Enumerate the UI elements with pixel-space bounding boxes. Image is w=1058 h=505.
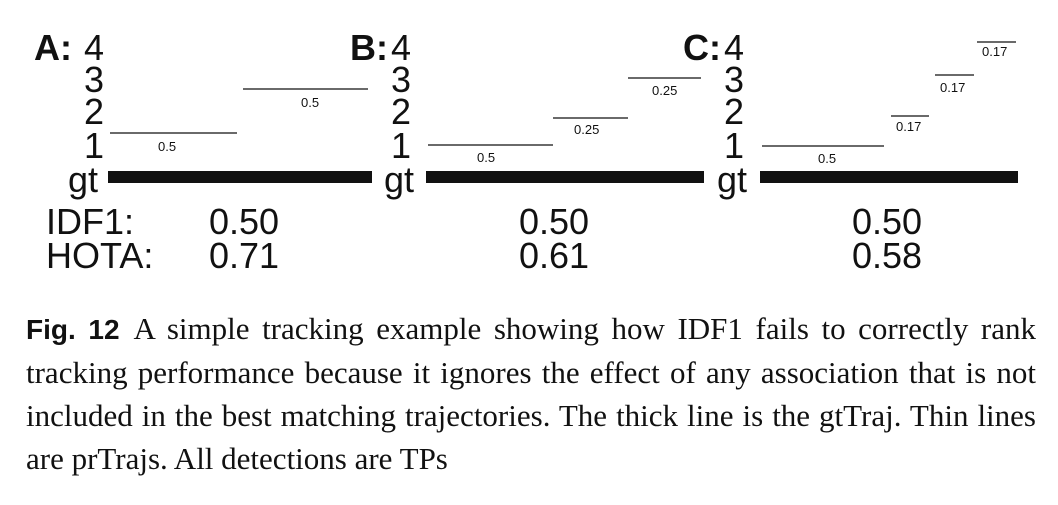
panel-a-gt-label: gt — [68, 159, 98, 200]
panel-c-pr-label: 0.17 — [896, 119, 921, 134]
idf1-label: IDF1: — [46, 201, 134, 242]
panel-b-ytick-2: 2 — [391, 91, 411, 132]
panel-b-ytick-1: 1 — [391, 125, 411, 166]
panel-c-pr-label: 0.17 — [982, 44, 1007, 59]
panel-c-ytick-2: 2 — [724, 91, 744, 132]
panel-c-ytick-3: 3 — [724, 59, 744, 100]
panel-b-pr-label: 0.25 — [652, 83, 677, 98]
panel-c-idf1-value: 0.50 — [852, 201, 922, 242]
panel-c-letter: C: — [683, 27, 721, 68]
panel-a-ytick-1: 1 — [84, 125, 104, 166]
panel-a-ytick-4: 4 — [84, 27, 104, 68]
panel-a-ytick-3: 3 — [84, 59, 104, 100]
panel-b-ytick-3: 3 — [391, 59, 411, 100]
panel-c-ytick-1: 1 — [724, 125, 744, 166]
panel-b-hota-value: 0.61 — [519, 235, 589, 276]
hota-label: HOTA: — [46, 235, 153, 276]
panel-c-gt-label: gt — [717, 159, 747, 200]
panel-a-idf1-value: 0.50 — [209, 201, 279, 242]
panel-b-ytick-4: 4 — [391, 27, 411, 68]
panel-b-idf1-value: 0.50 — [519, 201, 589, 242]
panel-a-ytick-2: 2 — [84, 91, 104, 132]
panel-b: B: 4 3 2 1 gt 0.5 0.25 0.25 0.50 0.61 — [350, 27, 704, 276]
panel-a-pr-label: 0.5 — [301, 95, 319, 110]
panel-c-pr-label: 0.17 — [940, 80, 965, 95]
panel-a-letter: A: — [34, 27, 72, 68]
panel-c-pr-label: 0.5 — [818, 151, 836, 166]
panel-b-letter: B: — [350, 27, 388, 68]
panel-b-gt-label: gt — [384, 159, 414, 200]
panel-b-pr-label: 0.25 — [574, 122, 599, 137]
panel-a-hota-value: 0.71 — [209, 235, 279, 276]
panel-a-gt-line — [108, 171, 372, 183]
panel-c: C: 4 3 2 1 gt 0.5 0.17 0.17 0.17 0.50 0.… — [683, 27, 1018, 276]
panel-b-pr-label: 0.5 — [477, 150, 495, 165]
figure-caption: Fig. 12 A simple tracking example showing… — [26, 307, 1036, 480]
panel-a-pr-label: 0.5 — [158, 139, 176, 154]
tracking-figure: A: 4 3 2 1 gt 0.5 0.5 IDF1: HOTA: 0.50 0… — [34, 27, 1018, 276]
panel-c-gt-line — [760, 171, 1018, 183]
panel-c-hota-value: 0.58 — [852, 235, 922, 276]
figure-label: Fig. 12 — [26, 314, 120, 345]
panel-a: A: 4 3 2 1 gt 0.5 0.5 IDF1: HOTA: 0.50 0… — [34, 27, 372, 276]
panel-c-ytick-4: 4 — [724, 27, 744, 68]
panel-b-gt-line — [426, 171, 704, 183]
caption-text: A simple tracking example showing how ID… — [26, 311, 1036, 476]
